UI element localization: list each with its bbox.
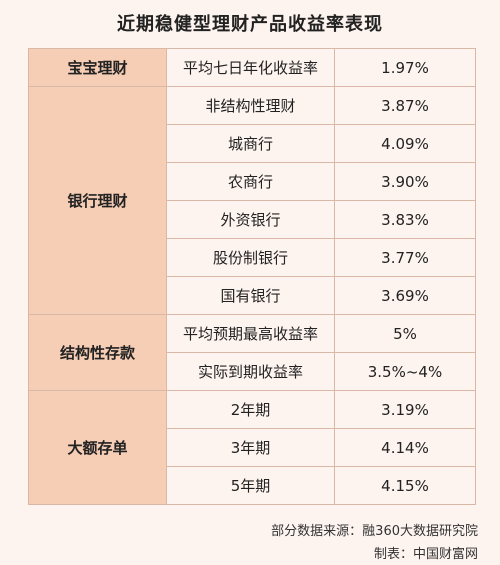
- rate-cell: 3.83%: [334, 200, 476, 239]
- product-name-cell: 2年期: [166, 390, 335, 429]
- table-row: 城商行 4.09%: [29, 124, 476, 163]
- data-source-note: 部分数据来源：融360大数据研究院: [271, 524, 478, 539]
- table-row: 股份制银行 3.77%: [29, 238, 476, 277]
- product-name-cell: 农商行: [166, 162, 335, 201]
- rate-cell: 3.69%: [334, 276, 476, 315]
- category-cell-structured: 结构性存款: [28, 314, 167, 391]
- category-cell-bank: 银行理财: [28, 86, 167, 315]
- table-row: 宝宝理财 平均七日年化收益率 1.97%: [28, 48, 476, 87]
- rate-cell: 3.77%: [334, 238, 476, 277]
- rate-cell: 5%: [334, 314, 476, 353]
- table-row: 银行理财 非结构性理财 3.87%: [28, 86, 476, 315]
- category-cell-cd: 大额存单: [28, 390, 167, 505]
- rate-cell: 3.87%: [334, 86, 476, 125]
- table-row: 结构性存款 平均预期最高收益率 5%: [28, 314, 476, 391]
- product-name-cell: 城商行: [166, 124, 335, 163]
- rate-cell: 3.90%: [334, 162, 476, 201]
- product-name-cell: 5年期: [166, 466, 335, 505]
- table-row: 5年期 4.15%: [29, 466, 476, 505]
- rate-cell: 3.19%: [334, 390, 476, 429]
- rate-cell: 4.09%: [334, 124, 476, 163]
- product-name-cell: 外资银行: [166, 200, 335, 239]
- table-row: 3年期 4.14%: [29, 428, 476, 467]
- rate-cell: 3.5%~4%: [334, 352, 476, 391]
- table-row: 实际到期收益率 3.5%~4%: [29, 352, 476, 391]
- category-cell-baobao: 宝宝理财: [28, 48, 167, 87]
- yield-table: 宝宝理财 平均七日年化收益率 1.97% 银行理财 非结构性理财 3.87% 城…: [28, 48, 476, 505]
- product-name-cell: 非结构性理财: [166, 86, 335, 125]
- product-name-cell: 平均七日年化收益率: [166, 48, 335, 87]
- table-row: 国有银行 3.69%: [29, 276, 476, 315]
- rate-cell: 1.97%: [334, 48, 476, 87]
- product-name-cell: 3年期: [166, 428, 335, 467]
- table-maker-note: 制表：中国财富网: [373, 547, 478, 562]
- table-row: 外资银行 3.83%: [29, 200, 476, 239]
- rate-cell: 4.14%: [334, 428, 476, 467]
- rate-cell: 4.15%: [334, 466, 476, 505]
- product-name-cell: 股份制银行: [166, 238, 335, 277]
- page-title: 近期稳健型理财产品收益率表现: [117, 14, 383, 35]
- product-name-cell: 国有银行: [166, 276, 335, 315]
- table-row: 大额存单 2年期 3.19%: [28, 390, 476, 505]
- product-name-cell: 平均预期最高收益率: [166, 314, 335, 353]
- product-name-cell: 实际到期收益率: [166, 352, 335, 391]
